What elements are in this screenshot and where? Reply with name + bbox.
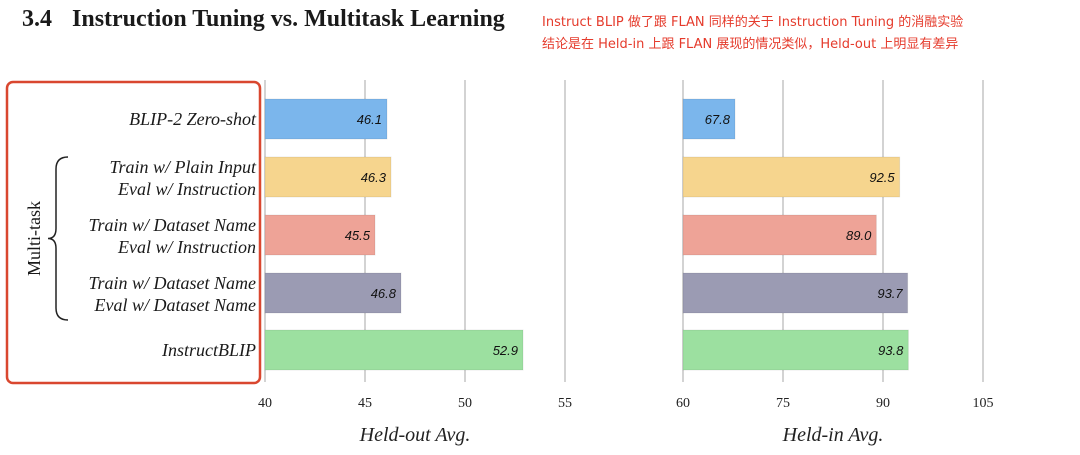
group-label: Multi-task	[24, 201, 44, 276]
bar-panel1-3	[264, 214, 376, 256]
bar-value-label: 67.8	[705, 112, 731, 127]
x-axis-label: Held-in Avg.	[782, 424, 884, 446]
category-label: Eval w/ Instruction	[117, 179, 256, 199]
bar-value-label: 45.5	[345, 228, 371, 243]
bar-value-label: 89.0	[846, 228, 872, 243]
category-label: Eval w/ Instruction	[117, 237, 256, 257]
category-label: BLIP-2 Zero-shot	[129, 109, 257, 129]
annotation-line-1: Instruct BLIP 做了跟 FLAN 同样的关于 Instruction…	[542, 15, 964, 30]
bar-panel2-5	[682, 329, 909, 371]
x-tick-label: 55	[558, 396, 572, 411]
x-tick-label: 90	[876, 396, 890, 411]
bar-panel2-2	[682, 156, 901, 198]
bar-value-label: 93.7	[877, 286, 903, 301]
bar-panel1-2	[264, 156, 392, 198]
bar-panel2-3	[682, 214, 877, 256]
x-tick-label: 60	[676, 396, 690, 411]
bar-panel2-1	[682, 98, 736, 140]
bar-value-label: 46.8	[371, 286, 397, 301]
x-tick-label: 75	[776, 396, 790, 411]
bar-value-label: 46.3	[361, 170, 387, 185]
bar-panel1-4	[264, 272, 402, 314]
bar-value-label: 92.5	[869, 170, 895, 185]
x-tick-label: 45	[358, 396, 372, 411]
category-label: Train w/ Plain Input	[109, 157, 257, 177]
highlight-box	[5, 80, 262, 385]
section-number: 3.4	[22, 6, 52, 32]
category-label: Train w/ Dataset Name	[88, 215, 256, 235]
bar-value-label: 52.9	[493, 343, 518, 358]
bar-value-label: 46.1	[357, 112, 382, 127]
bar-panel1-1	[264, 98, 388, 140]
category-label: InstructBLIP	[161, 340, 256, 360]
group-brace	[47, 156, 69, 321]
x-tick-label: 50	[458, 396, 472, 411]
x-tick-label: 105	[973, 396, 994, 411]
bar-panel1-5	[264, 329, 524, 371]
x-axis-label: Held-out Avg.	[359, 424, 471, 446]
x-tick-label: 40	[258, 396, 272, 411]
bar-panel2-4	[682, 272, 909, 314]
category-label: Train w/ Dataset Name	[88, 273, 256, 293]
section-title: Instruction Tuning vs. Multitask Learnin…	[72, 6, 505, 32]
category-label: Eval w/ Dataset Name	[94, 295, 256, 315]
bar-value-label: 93.8	[878, 343, 904, 358]
section-heading: 3.4 Instruction Tuning vs. Multitask Lear…	[22, 6, 505, 33]
annotation-line-2: 结论是在 Held-in 上跟 FLAN 展现的情况类似，Held-out 上明…	[542, 37, 959, 52]
